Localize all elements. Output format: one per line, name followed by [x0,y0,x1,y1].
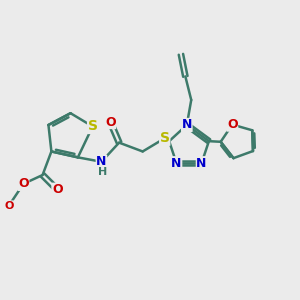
Text: O: O [4,201,14,211]
Text: N: N [182,118,192,131]
Text: O: O [105,116,116,128]
Text: N: N [96,155,106,168]
Text: S: S [160,131,170,145]
Text: N: N [196,157,207,170]
Text: S: S [88,119,98,134]
Text: O: O [52,183,63,196]
Text: N: N [171,157,182,170]
Text: H: H [98,167,107,177]
Text: O: O [227,118,238,131]
Text: O: O [18,177,29,190]
